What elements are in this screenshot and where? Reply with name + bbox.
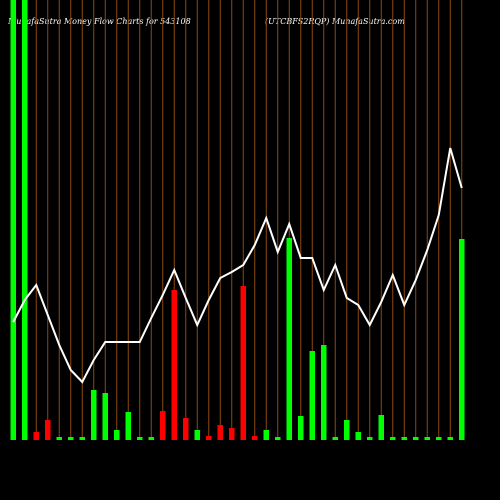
bar xyxy=(148,437,154,440)
bars xyxy=(10,0,465,440)
bar xyxy=(45,420,51,440)
bar xyxy=(33,432,39,440)
bar xyxy=(56,437,62,440)
bar xyxy=(206,436,212,440)
bar xyxy=(229,428,235,440)
chart-title: MunafaSutra Money Flow Charts for 543108 xyxy=(7,17,191,26)
bar xyxy=(68,437,74,440)
bar xyxy=(10,0,16,440)
money-flow-line xyxy=(12,147,463,384)
grid xyxy=(12,0,463,440)
bar xyxy=(183,418,189,440)
bar xyxy=(447,437,453,440)
bar xyxy=(424,437,430,440)
bar xyxy=(378,415,384,440)
lines xyxy=(12,147,463,384)
bar xyxy=(275,437,281,440)
bar xyxy=(286,238,292,440)
bar xyxy=(263,430,269,440)
bar xyxy=(171,290,177,440)
bar xyxy=(355,432,361,440)
bar xyxy=(367,437,373,440)
bar xyxy=(252,436,258,440)
bar xyxy=(390,437,396,440)
bar xyxy=(240,286,246,440)
bar xyxy=(91,390,97,440)
bar xyxy=(344,420,350,440)
bar xyxy=(321,345,327,440)
bar xyxy=(217,425,223,440)
bar xyxy=(332,437,338,440)
bar xyxy=(79,437,85,440)
bar xyxy=(137,437,143,440)
bar xyxy=(22,0,28,440)
bar xyxy=(436,437,442,440)
bar xyxy=(194,430,200,440)
bar xyxy=(413,437,419,440)
bar xyxy=(459,239,465,440)
bar xyxy=(309,351,315,440)
bar xyxy=(102,393,108,440)
bar xyxy=(401,437,407,440)
bar xyxy=(298,416,304,440)
bar xyxy=(114,430,120,440)
bar xyxy=(160,411,166,440)
bar xyxy=(125,412,131,440)
